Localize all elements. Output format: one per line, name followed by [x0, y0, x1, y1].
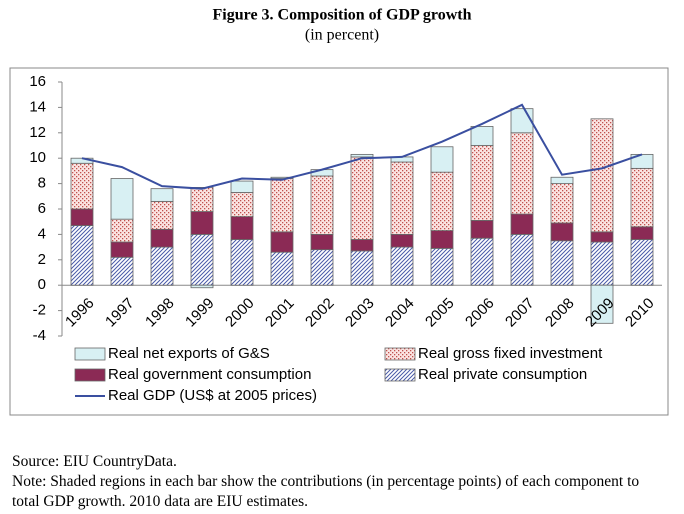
y-tick-label: 12 — [29, 124, 46, 141]
bar-segment — [550, 222, 574, 242]
bar-segment — [190, 284, 214, 289]
bar-segment — [470, 220, 494, 239]
bar-segment — [110, 241, 134, 258]
y-tick-label: 10 — [29, 149, 46, 166]
bar-segment — [70, 162, 94, 210]
bar-segment — [590, 284, 614, 324]
bar-segment — [110, 178, 134, 220]
x-tick-label: 2005 — [422, 295, 458, 331]
chart-title: Figure 3. Composition of GDP growth — [213, 7, 472, 24]
bar-segment — [430, 230, 454, 249]
bar-segment — [430, 171, 454, 231]
y-tick-label: 0 — [38, 276, 46, 293]
bar-segment — [510, 132, 534, 215]
chart-subtitle: (in percent) — [305, 27, 379, 44]
legend-label: Real government consumption — [108, 366, 311, 383]
legend-label: Real net exports of G&S — [108, 345, 270, 362]
x-tick-label: 2006 — [462, 295, 498, 331]
y-tick-label: 4 — [38, 225, 46, 242]
bar-segment — [230, 239, 254, 286]
bar-segment — [350, 153, 374, 158]
y-tick-label: 16 — [29, 73, 46, 90]
legend-swatch — [74, 368, 106, 382]
y-tick-label: 8 — [38, 175, 46, 192]
bar-segment — [230, 180, 254, 193]
bar-segment — [270, 231, 294, 253]
bar-segment — [150, 246, 174, 286]
x-tick-label: 2007 — [502, 295, 538, 331]
x-tick-label: 2010 — [622, 295, 658, 331]
bar-segment — [390, 233, 414, 248]
legend-label: Real private consumption — [418, 366, 587, 383]
bar-segment — [70, 208, 94, 226]
bar-segment — [430, 146, 454, 173]
x-tick-label: 1998 — [142, 295, 178, 331]
bar-segment — [150, 200, 174, 230]
legend-label: Real gross fixed investment — [418, 345, 603, 362]
note: Note: Shaded regions in each bar show th… — [12, 473, 640, 510]
bar-segment — [270, 178, 294, 233]
x-tick-label: 2001 — [262, 295, 298, 331]
y-tick-label: 2 — [38, 251, 46, 268]
x-tick-label: 2002 — [302, 295, 338, 331]
bar-segment — [390, 161, 414, 235]
legend-label: Real GDP (US$ at 2005 prices) — [108, 387, 317, 404]
bar-segment — [310, 249, 334, 286]
y-tick-label: -4 — [33, 327, 46, 344]
bar-segment — [70, 225, 94, 286]
bar-segment — [390, 246, 414, 286]
bar-segment — [110, 256, 134, 286]
bar-segment — [510, 108, 534, 134]
bar-segment — [550, 183, 574, 224]
bar-segment — [350, 239, 374, 252]
bar-segment — [230, 216, 254, 240]
y-tick-label: -2 — [33, 302, 46, 319]
bar-segment — [470, 145, 494, 221]
bar-segment — [590, 231, 614, 243]
bar-segment — [270, 251, 294, 286]
bar-segment — [510, 233, 534, 286]
x-tick-label: 2003 — [342, 295, 378, 331]
bar-segment — [430, 247, 454, 286]
bar-segment — [150, 188, 174, 202]
bar-segment — [310, 233, 334, 251]
chart: Figure 3. Composition of GDP growth (in … — [9, 7, 669, 416]
bar-segment — [510, 213, 534, 235]
bar-segment — [190, 233, 214, 286]
x-tick-label: 2008 — [542, 295, 578, 331]
bar-segment — [150, 228, 174, 248]
x-tick-label: 1999 — [182, 295, 218, 331]
bar-segment — [190, 211, 214, 235]
chart-frame — [9, 67, 669, 416]
bar-segment — [350, 250, 374, 286]
bar-segment — [630, 226, 654, 240]
bar-segment — [630, 167, 654, 228]
x-tick-label: 1997 — [102, 295, 138, 331]
bar-segment — [470, 237, 494, 286]
bar-segment — [310, 175, 334, 235]
x-tick-label: 2004 — [382, 295, 418, 331]
legend-swatch — [384, 368, 416, 382]
line — [81, 103, 643, 190]
bar-segment — [230, 192, 254, 218]
bar-segment — [350, 156, 374, 240]
legend-swatch — [384, 347, 416, 361]
bar-segment — [590, 118, 614, 233]
footer: Source: EIU CountryData. Note: Shaded re… — [12, 452, 662, 512]
bar-segment — [110, 218, 134, 243]
x-tick-label: 2000 — [222, 295, 258, 331]
bar-segment — [590, 241, 614, 286]
bar-segment — [190, 187, 214, 212]
source: Source: EIU CountryData. — [12, 453, 177, 470]
bar-segment — [470, 126, 494, 146]
y-tick-label: 14 — [29, 98, 46, 115]
legend-swatch — [74, 347, 106, 361]
bar-segment — [550, 240, 574, 286]
bar-segment — [630, 239, 654, 286]
y-tick-label: 6 — [38, 200, 46, 217]
bar-segment — [550, 176, 574, 184]
x-tick-label: 1996 — [62, 295, 98, 331]
